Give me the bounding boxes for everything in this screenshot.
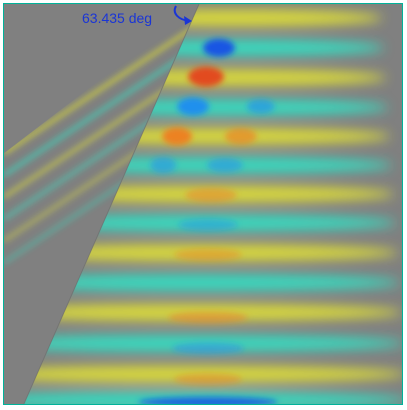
oblique-wave-stripe <box>4 43 200 178</box>
wave-peak-positive <box>188 66 224 87</box>
wave-peak-positive <box>174 373 242 386</box>
wave-peak-negative <box>246 99 275 114</box>
wave-peak-negative <box>178 218 238 231</box>
wave-peak-negative <box>203 38 235 57</box>
wave-peak-positive <box>162 127 193 146</box>
wave-peak-negative <box>177 97 209 116</box>
wave-peak-positive <box>224 128 257 145</box>
wave-peak-positive <box>168 311 248 324</box>
wave-peak-negative <box>150 157 177 174</box>
wave-band-positive <box>23 365 402 384</box>
wave-peak-negative <box>138 397 278 404</box>
wave-peak-negative <box>172 342 244 355</box>
angle-annotation: 63.435 deg <box>82 10 153 26</box>
wave-peak-positive <box>185 188 237 203</box>
oblique-wave-stripe <box>4 21 200 156</box>
wavefield-image <box>4 4 402 404</box>
wave-band-negative <box>23 273 401 292</box>
wavefield-plot <box>3 3 403 405</box>
wave-peak-negative <box>206 158 243 173</box>
wave-peak-positive <box>174 248 242 261</box>
